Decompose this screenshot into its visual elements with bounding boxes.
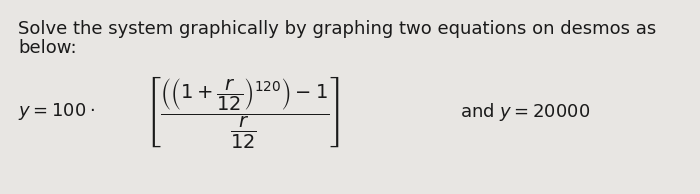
Text: $\left[\dfrac{\left(\left(1+\dfrac{r}{12}\right)^{120}\right)-1}{\dfrac{r}{12}}\: $\left[\dfrac{\left(\left(1+\dfrac{r}{12…: [145, 74, 340, 150]
Text: Solve the system graphically by graphing two equations on desmos as: Solve the system graphically by graphing…: [18, 20, 657, 38]
Text: and $y = 20000$: and $y = 20000$: [460, 101, 590, 123]
Text: below:: below:: [18, 39, 76, 57]
Text: $y = 100 \cdot$: $y = 100 \cdot$: [18, 101, 95, 122]
